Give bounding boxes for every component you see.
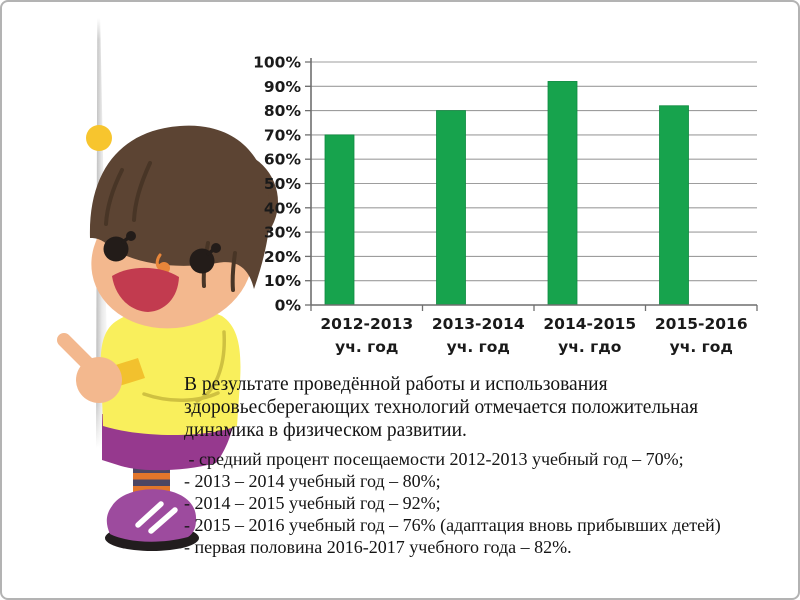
bar: [436, 110, 466, 306]
x-tick-label: уч. год: [447, 338, 510, 356]
left-eye: [103, 231, 136, 262]
bullet-item: - 2015 – 2016 учебный год – 76% (адаптац…: [184, 515, 721, 535]
intro-line: динамика в физическом развитии.: [184, 420, 467, 441]
head: [86, 125, 278, 329]
right-eye: [189, 243, 221, 274]
intro-line: В результате проведённой работы и исполь…: [184, 374, 608, 395]
hair-bangs: [89, 125, 270, 289]
girl-illustration: [57, 125, 278, 551]
blouse-fold: [142, 391, 220, 402]
attendance-bar-chart: 100% 90% 80% 70% 60% 50% 40% 30% 20% 10% 0% 2012-20…: [253, 54, 758, 356]
x-tick-label: 2015-2016: [655, 315, 748, 333]
bar: [324, 134, 355, 306]
x-tick-label: уч. год: [670, 338, 733, 356]
y-tick-label: 70%: [264, 126, 302, 144]
y-tick-label: 30%: [264, 224, 302, 242]
bar: [547, 81, 578, 306]
x-tick-label: уч. год: [335, 338, 398, 356]
x-tick-label: 2013-2014: [432, 315, 525, 333]
body-text: В результате проведённой работы и исполь…: [184, 373, 792, 558]
y-tick-label: 40%: [264, 199, 302, 217]
shoe: [106, 489, 197, 542]
y-tick-label: 100%: [253, 54, 301, 72]
y-tick-label: 80%: [264, 102, 302, 120]
y-tick-label: 90%: [264, 78, 302, 96]
bullet-list: - средний процент посещаемости 2012-2013…: [184, 448, 792, 558]
bullet-item: - средний процент посещаемости 2012-2013…: [184, 449, 684, 469]
y-tick-label: 0%: [275, 297, 302, 315]
bullet-item: - 2013 – 2014 учебный год – 80%;: [184, 471, 441, 491]
pointing-hand: [57, 333, 122, 403]
y-tick-label: 10%: [264, 272, 302, 290]
bullet-item: - 2014 – 2015 учебный год – 92%;: [184, 493, 441, 513]
x-tick-label: 2012-2013: [320, 315, 413, 333]
x-tick-label: 2014-2015: [543, 315, 636, 333]
hair-clip: [86, 125, 112, 151]
mouth: [112, 267, 179, 312]
blouse: [100, 306, 241, 435]
intro-line: здоровьесберегающих технологий отмечаетс…: [184, 397, 699, 418]
shoe-stripe: [148, 507, 178, 534]
y-tick-label: 20%: [264, 248, 302, 266]
y-tick-label: 50%: [264, 175, 302, 193]
bullet-item: - первая половина 2016-2017 учебного год…: [184, 537, 572, 557]
shoe-stripe: [135, 501, 164, 528]
x-tick-label: уч. гдо: [558, 338, 621, 356]
y-tick-label: 60%: [264, 151, 302, 169]
bar: [659, 105, 689, 306]
